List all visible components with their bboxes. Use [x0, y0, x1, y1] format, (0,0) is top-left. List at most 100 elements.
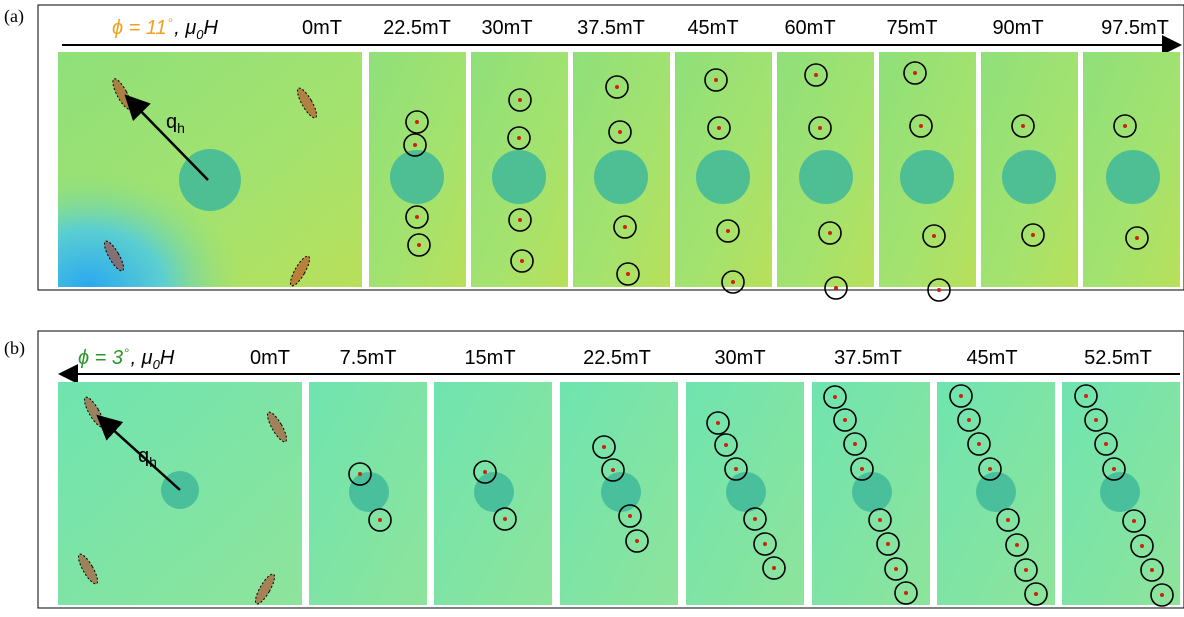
q-sub: h [177, 120, 185, 136]
spot-dot [913, 71, 917, 75]
spot-dot [1084, 394, 1088, 398]
spot-dot [517, 136, 521, 140]
spot-dot [1135, 236, 1139, 240]
beamstop [726, 472, 766, 512]
panel-label: (b) [4, 338, 25, 359]
field-label: 22.5mT [583, 347, 651, 369]
field-mu: , μ [174, 17, 196, 39]
spot-dot [977, 442, 981, 446]
figure: (a) (b) ϕ = 11∘, μ0H ϕ = 3∘, μ0H qh0mT22… [0, 0, 1184, 612]
spot-dot [1132, 519, 1136, 523]
spot-dot [415, 120, 419, 124]
spot-dot [1094, 418, 1098, 422]
spot-dot [1031, 233, 1035, 237]
spot-dot [726, 229, 730, 233]
spot-dot [628, 514, 632, 518]
spot-dot [1140, 544, 1144, 548]
field-h: H [204, 17, 219, 39]
beamstop [390, 150, 444, 204]
spot-dot [635, 539, 639, 543]
spot-dot [919, 124, 923, 128]
spot-dot [623, 225, 627, 229]
spot-dot [618, 130, 622, 134]
spot-dot [763, 542, 767, 546]
spot-dot [894, 567, 898, 571]
field-label: 37.5mT [577, 17, 645, 39]
spot-dot [717, 126, 721, 130]
spot-dot [626, 272, 630, 276]
spot-dot [937, 288, 941, 292]
spot-dot [904, 591, 908, 595]
panel-label: (a) [4, 6, 24, 27]
field-label: 45mT [687, 17, 738, 39]
spot-dot [1015, 543, 1019, 547]
beamstop [349, 472, 389, 512]
field-label: 30mT [481, 17, 532, 39]
q-main: q [166, 111, 177, 133]
q-main: q [138, 445, 149, 467]
field-label: 97.5mT [1101, 17, 1169, 39]
spot-dot [611, 468, 615, 472]
field-label: 75mT [886, 17, 937, 39]
spot-dot [843, 418, 847, 422]
field-label: 37.5mT [834, 347, 902, 369]
field-label: 45mT [966, 347, 1017, 369]
spot-dot [967, 418, 971, 422]
beamstop [492, 150, 546, 204]
spot-dot [734, 467, 738, 471]
field-label: 0mT [250, 347, 290, 369]
spot-dot [417, 243, 421, 247]
phi: ϕ = 3 [78, 347, 123, 369]
spot-dot [959, 394, 963, 398]
phi: ϕ = 11 [112, 17, 167, 39]
field-label: 90mT [992, 17, 1043, 39]
spot-dot [1160, 593, 1164, 597]
spot-dot [518, 218, 522, 222]
spot-dot [413, 143, 417, 147]
spot-dot [518, 98, 522, 102]
field-label: 22.5mT [383, 17, 451, 39]
q-sub: h [149, 454, 157, 470]
field-label: 0mT [302, 17, 342, 39]
spot-dot [932, 234, 936, 238]
spot-dot [814, 73, 818, 77]
spot-dot [1123, 124, 1127, 128]
spot-dot [753, 517, 757, 521]
spot-dot [834, 286, 838, 290]
spot-dot [860, 467, 864, 471]
spot-dot [828, 231, 832, 235]
spot-dot [714, 78, 718, 82]
spot-dot [878, 518, 882, 522]
field-h: H [160, 347, 175, 369]
beamstop [852, 472, 892, 512]
beamstop [594, 150, 648, 204]
field-label: 7.5mT [340, 347, 397, 369]
beamstop [1002, 150, 1056, 204]
beamstop [696, 150, 750, 204]
field-label: 30mT [714, 347, 765, 369]
spot-dot [833, 395, 837, 399]
beamstop [799, 150, 853, 204]
spot-dot [731, 280, 735, 284]
spot-dot [358, 472, 362, 476]
spot-dot [378, 518, 382, 522]
spot-dot [1021, 124, 1025, 128]
phi-label: ϕ = 11∘, μ0H [112, 13, 219, 42]
spot-dot [818, 126, 822, 130]
spot-dot [1104, 442, 1108, 446]
spot-dot [1024, 568, 1028, 572]
spot-dot [772, 566, 776, 570]
field-mu: , μ [131, 347, 153, 369]
spot-dot [415, 215, 419, 219]
degree: ∘ [167, 13, 175, 27]
field-label: 52.5mT [1084, 347, 1152, 369]
spot-dot [1006, 518, 1010, 522]
beamstop [900, 150, 954, 204]
degree: ∘ [123, 343, 131, 357]
spot-dot [1112, 467, 1116, 471]
page: {"panels": [ {"label": "(a)", "phi": "ϕ … [0, 0, 1184, 612]
spot-dot [503, 517, 507, 521]
field-label: 60mT [784, 17, 835, 39]
spot-dot [602, 445, 606, 449]
spot-dot [520, 259, 524, 263]
